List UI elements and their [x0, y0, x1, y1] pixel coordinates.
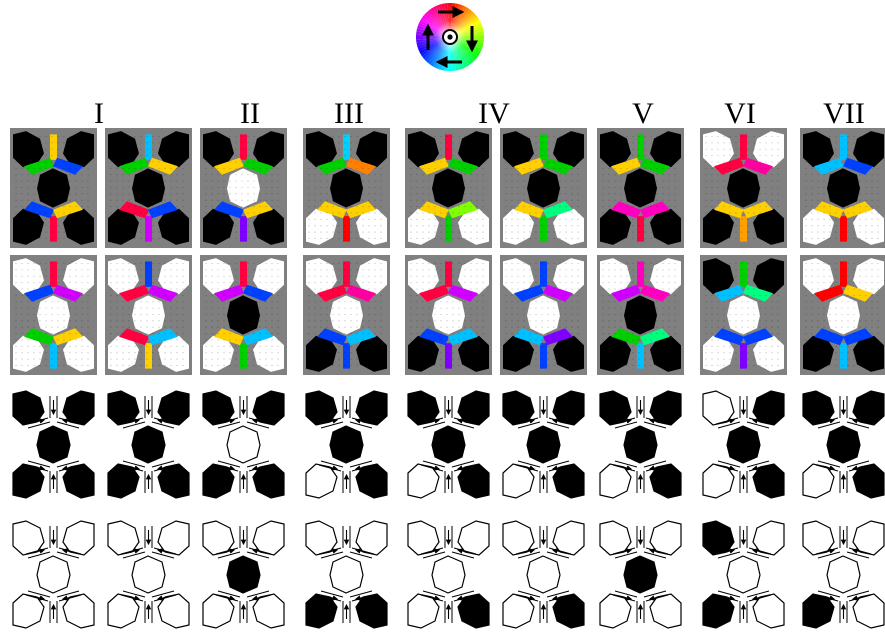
schematic-panel — [407, 520, 490, 629]
column-label-3: III — [334, 97, 364, 130]
schematic-row-1 — [12, 390, 885, 499]
simulation-panel — [10, 255, 97, 375]
schematic-panel — [599, 390, 682, 499]
schematic-panel — [107, 520, 190, 629]
column-labels: I II III IV V VI VII — [94, 97, 865, 130]
simulation-panel — [303, 128, 390, 248]
column-label-6: VI — [724, 97, 756, 130]
schematic-panel — [502, 390, 585, 499]
schematic-panel — [12, 390, 95, 499]
simulation-panel — [597, 128, 684, 248]
simulation-panel — [303, 255, 390, 375]
schematic-panel — [202, 390, 285, 499]
simulation-row-2 — [10, 255, 885, 375]
column-label-2: II — [240, 97, 260, 130]
column-label-4: IV — [478, 97, 510, 130]
schematic-panel — [502, 520, 585, 629]
schematic-panel — [305, 520, 388, 629]
simulation-panel — [700, 128, 787, 248]
schematic-panel — [202, 520, 285, 629]
schematic-panel — [107, 390, 190, 499]
schematic-panel — [702, 390, 785, 499]
simulation-panel — [200, 255, 287, 375]
simulation-panel — [405, 128, 492, 248]
simulation-panel — [200, 128, 287, 248]
simulation-row-1 — [10, 128, 885, 248]
schematic-panel — [599, 520, 682, 629]
schematic-panel — [802, 520, 885, 629]
simulation-panel — [105, 255, 192, 375]
magnetization-color-wheel — [416, 3, 484, 71]
simulation-panel — [405, 255, 492, 375]
schematic-panel — [702, 520, 785, 629]
schematic-panel — [12, 520, 95, 629]
simulation-panel — [105, 128, 192, 248]
column-label-5: V — [632, 97, 654, 130]
simulation-panel — [10, 128, 97, 248]
simulation-panel — [700, 255, 787, 375]
schematic-panel — [802, 390, 885, 499]
schematic-panel — [305, 390, 388, 499]
simulation-panel — [800, 255, 885, 375]
simulation-panel — [597, 255, 684, 375]
column-label-7: VII — [823, 97, 865, 130]
simulation-panel — [800, 128, 885, 248]
schematic-panel — [407, 390, 490, 499]
simulation-panel — [500, 255, 587, 375]
schematic-row-2 — [12, 520, 885, 629]
simulation-panel — [500, 128, 587, 248]
column-label-1: I — [94, 97, 104, 130]
